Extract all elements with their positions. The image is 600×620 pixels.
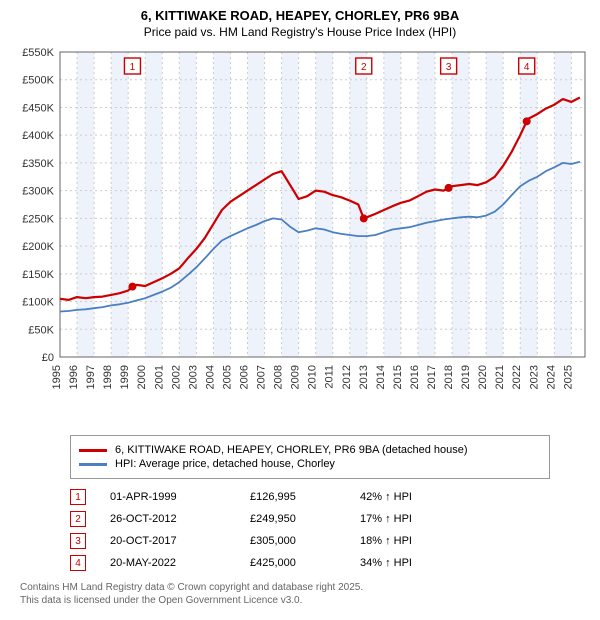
x-tick-label: 1997 (85, 365, 97, 389)
legend-row: 6, KITTIWAKE ROAD, HEAPEY, CHORLEY, PR6 … (79, 444, 541, 456)
y-tick-label: £350K (22, 158, 54, 170)
x-tick-label: 2015 (392, 365, 404, 389)
x-tick-label: 1998 (102, 365, 114, 389)
year-band (520, 52, 537, 357)
sale-row: 4 20-MAY-2022£425,00034% ↑ HPI (70, 555, 590, 571)
footer-line2: This data is licensed under the Open Gov… (20, 594, 590, 607)
sale-marker-num: 3 (446, 62, 452, 73)
x-tick-label: 2022 (511, 365, 523, 389)
year-band (77, 52, 94, 357)
sale-row-price: £249,950 (250, 513, 360, 525)
x-tick-label: 2008 (273, 365, 285, 389)
y-tick-label: £0 (42, 352, 54, 364)
y-tick-label: £200K (22, 241, 54, 253)
sale-row-date: 26-OCT-2012 (110, 513, 250, 525)
sale-row-marker: 3 (70, 533, 86, 549)
year-band (554, 52, 571, 357)
x-tick-label: 2013 (358, 365, 370, 389)
year-band (145, 52, 162, 357)
sale-marker-num: 4 (524, 62, 530, 73)
chart-area: £0 £50K £100K £150K £200K £250K £300K £350K £400… (10, 47, 590, 427)
x-tick-label: 2000 (136, 365, 148, 389)
footer-attribution: Contains HM Land Registry data © Crown c… (20, 581, 590, 607)
chart-title: 6, KITTIWAKE ROAD, HEAPEY, CHORLEY, PR6 … (10, 8, 590, 23)
x-tick-label: 2017 (426, 365, 438, 389)
x-tick-label: 2009 (290, 365, 302, 389)
year-band (486, 52, 503, 357)
legend-label: HPI: Average price, detached house, Chor… (115, 458, 335, 470)
sale-row-price: £425,000 (250, 557, 360, 569)
year-band (418, 52, 435, 357)
x-tick-label: 2023 (528, 365, 540, 389)
sales-table: 1 01-APR-1999£126,99542% ↑ HPI 2 26-OCT-201… (70, 489, 590, 571)
y-tick-label: £500K (22, 75, 54, 87)
chart-subtitle: Price paid vs. HM Land Registry's House … (10, 25, 590, 39)
sale-marker-num: 2 (361, 62, 367, 73)
x-tick-label: 2010 (307, 365, 319, 389)
legend-label: 6, KITTIWAKE ROAD, HEAPEY, CHORLEY, PR6 … (115, 444, 468, 456)
x-tick-label: 2024 (545, 365, 557, 389)
sale-row-date: 20-OCT-2017 (110, 535, 250, 547)
x-tick-label: 2021 (494, 365, 506, 389)
sale-dot (360, 214, 368, 222)
sale-row-pct: 18% ↑ HPI (360, 535, 470, 547)
x-tick-label: 2012 (341, 365, 353, 389)
sale-marker-num: 1 (130, 62, 136, 73)
year-band (316, 52, 333, 357)
x-tick-label: 2007 (256, 365, 268, 389)
sale-row-price: £126,995 (250, 491, 360, 503)
x-tick-label: 2025 (562, 365, 574, 389)
x-tick-label: 2003 (187, 365, 199, 389)
sale-row-date: 01-APR-1999 (110, 491, 250, 503)
year-band (179, 52, 196, 357)
sale-row-pct: 17% ↑ HPI (360, 513, 470, 525)
y-tick-label: £150K (22, 269, 54, 281)
sale-row-date: 20-MAY-2022 (110, 557, 250, 569)
sale-row: 3 20-OCT-2017£305,00018% ↑ HPI (70, 533, 590, 549)
sale-row-marker: 2 (70, 511, 86, 527)
legend-swatch (79, 463, 107, 466)
x-tick-label: 2011 (324, 365, 336, 389)
y-tick-label: £50K (28, 324, 54, 336)
sale-row-pct: 34% ↑ HPI (360, 557, 470, 569)
sale-row: 1 01-APR-1999£126,99542% ↑ HPI (70, 489, 590, 505)
x-tick-label: 2020 (477, 365, 489, 389)
x-tick-label: 2018 (443, 365, 455, 389)
sale-row-marker: 4 (70, 555, 86, 571)
sale-dot (445, 184, 453, 192)
sale-row: 2 26-OCT-2012£249,95017% ↑ HPI (70, 511, 590, 527)
x-tick-label: 2006 (239, 365, 251, 389)
x-tick-label: 2016 (409, 365, 421, 389)
legend-row: HPI: Average price, detached house, Chor… (79, 458, 541, 470)
x-tick-label: 2005 (221, 365, 233, 389)
year-band (282, 52, 299, 357)
sale-row-price: £305,000 (250, 535, 360, 547)
legend-box: 6, KITTIWAKE ROAD, HEAPEY, CHORLEY, PR6 … (70, 435, 550, 479)
x-tick-label: 1996 (68, 365, 80, 389)
x-tick-label: 1999 (119, 365, 131, 389)
legend-swatch (79, 449, 107, 452)
sale-row-marker: 1 (70, 489, 86, 505)
year-band (111, 52, 128, 357)
y-tick-label: £550K (22, 47, 54, 59)
y-tick-label: £250K (22, 213, 54, 225)
x-tick-label: 2014 (375, 365, 387, 389)
y-tick-label: £400K (22, 130, 54, 142)
sale-dot (523, 117, 531, 125)
sale-row-pct: 42% ↑ HPI (360, 491, 470, 503)
y-tick-label: £100K (22, 297, 54, 309)
x-tick-label: 2019 (460, 365, 472, 389)
y-tick-label: £450K (22, 102, 54, 114)
x-tick-label: 2002 (170, 365, 182, 389)
x-tick-label: 2004 (204, 365, 216, 389)
sale-dot (128, 283, 136, 291)
y-tick-label: £300K (22, 186, 54, 198)
x-tick-label: 1995 (51, 365, 63, 389)
x-tick-label: 2001 (153, 365, 165, 389)
footer-line1: Contains HM Land Registry data © Crown c… (20, 581, 590, 594)
year-band (452, 52, 469, 357)
year-band (248, 52, 265, 357)
